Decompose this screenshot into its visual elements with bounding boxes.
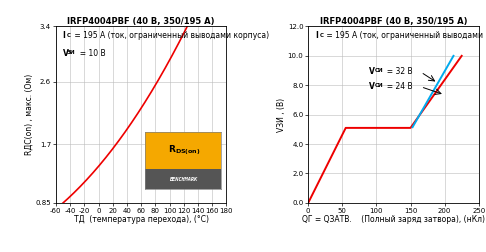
Y-axis label: VЗИ , (B): VЗИ , (B) (277, 98, 286, 132)
Text: C: C (67, 33, 71, 38)
Y-axis label: RДС(on) , макс. (Ом): RДС(on) , макс. (Ом) (25, 74, 34, 155)
Text: V: V (369, 82, 375, 91)
Text: C: C (319, 33, 323, 38)
Title: IRFP4004PBF (40 B, 350/195 A): IRFP4004PBF (40 B, 350/195 A) (320, 17, 467, 26)
Text: V: V (63, 49, 69, 57)
Text: ЗИ: ЗИ (67, 50, 76, 55)
X-axis label: QГ = QЗАТВ.    (Полный заряд затвора), (нКл): QГ = QЗАТВ. (Полный заряд затвора), (нКл… (302, 215, 485, 224)
Text: = 195 A (ток, ограниченный выводами корпуса): = 195 A (ток, ограниченный выводами корп… (325, 31, 486, 40)
Text: = 195 A (ток, ограниченный выводами корпуса): = 195 A (ток, ограниченный выводами корп… (72, 31, 269, 40)
Text: I: I (63, 31, 66, 40)
Text: СИ: СИ (374, 69, 383, 73)
Text: = 32 B: = 32 B (382, 67, 413, 76)
Title: IRFP4004PBF (40 B, 350/195 A): IRFP4004PBF (40 B, 350/195 A) (68, 17, 215, 26)
X-axis label: TД  (температура перехода), (°C): TД (температура перехода), (°C) (74, 215, 208, 224)
Text: = 24 B: = 24 B (382, 82, 413, 91)
Text: = 10 B: = 10 B (75, 49, 106, 57)
Text: I: I (315, 31, 318, 40)
Text: V: V (369, 67, 375, 76)
Text: СИ: СИ (374, 83, 383, 88)
